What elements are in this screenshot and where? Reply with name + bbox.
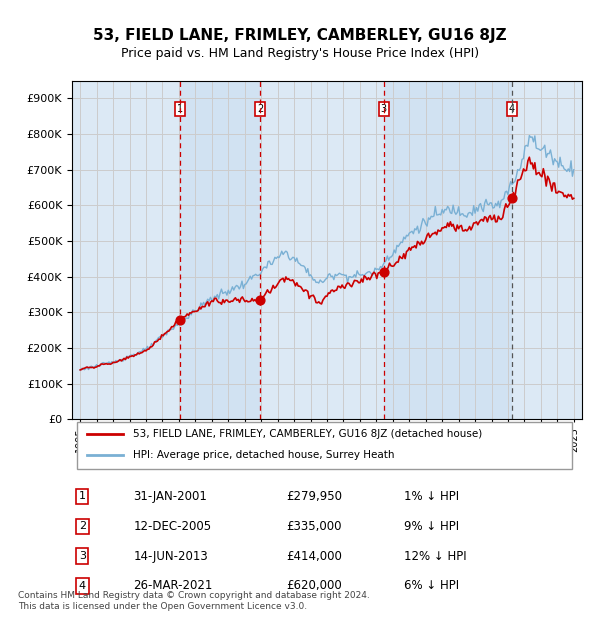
Text: 2: 2 [257,104,263,114]
Bar [384,81,512,419]
Text: 3: 3 [79,551,86,561]
Text: 31-JAN-2001: 31-JAN-2001 [133,490,207,503]
Text: 9% ↓ HPI: 9% ↓ HPI [404,520,458,533]
Text: Price paid vs. HM Land Registry's House Price Index (HPI): Price paid vs. HM Land Registry's House … [121,46,479,60]
Text: 12-DEC-2005: 12-DEC-2005 [133,520,211,533]
Text: 53, FIELD LANE, FRIMLEY, CAMBERLEY, GU16 8JZ: 53, FIELD LANE, FRIMLEY, CAMBERLEY, GU16… [93,28,507,43]
Bar [180,81,260,419]
Text: HPI: Average price, detached house, Surrey Heath: HPI: Average price, detached house, Surr… [133,450,395,460]
Text: 14-JUN-2013: 14-JUN-2013 [133,549,208,562]
Text: £335,000: £335,000 [286,520,342,533]
Point [175,314,185,324]
Point [256,295,265,305]
Text: 2: 2 [79,521,86,531]
Text: 1: 1 [177,104,184,114]
FancyBboxPatch shape [77,422,572,469]
Text: 26-MAR-2021: 26-MAR-2021 [133,580,212,593]
Text: Contains HM Land Registry data © Crown copyright and database right 2024.
This d: Contains HM Land Registry data © Crown c… [18,591,370,611]
Text: 12% ↓ HPI: 12% ↓ HPI [404,549,466,562]
Text: 3: 3 [380,104,387,114]
Point [507,193,517,203]
Text: 6% ↓ HPI: 6% ↓ HPI [404,580,458,593]
Text: £414,000: £414,000 [286,549,342,562]
Text: 1: 1 [79,492,86,502]
Text: £279,950: £279,950 [286,490,342,503]
Point [379,267,389,277]
Text: 4: 4 [79,581,86,591]
Text: 1% ↓ HPI: 1% ↓ HPI [404,490,458,503]
Text: 53, FIELD LANE, FRIMLEY, CAMBERLEY, GU16 8JZ (detached house): 53, FIELD LANE, FRIMLEY, CAMBERLEY, GU16… [133,429,482,439]
Text: 4: 4 [509,104,515,114]
Text: £620,000: £620,000 [286,580,342,593]
